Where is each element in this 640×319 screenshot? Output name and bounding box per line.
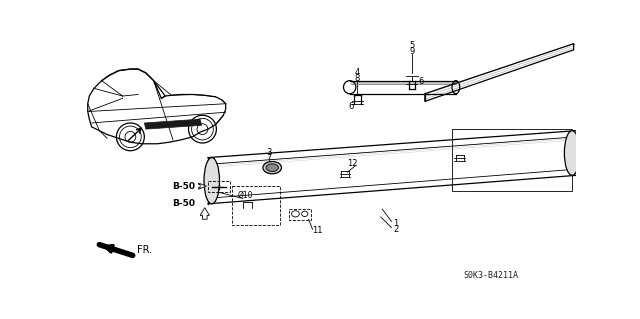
Text: B-50: B-50 bbox=[172, 199, 195, 208]
Text: FR.: FR. bbox=[136, 245, 152, 255]
Text: 9: 9 bbox=[409, 47, 414, 56]
Text: 8: 8 bbox=[355, 74, 360, 83]
Text: 4: 4 bbox=[355, 69, 360, 78]
Ellipse shape bbox=[204, 158, 220, 204]
Ellipse shape bbox=[266, 164, 278, 172]
Text: B-50: B-50 bbox=[172, 182, 195, 191]
Text: 12: 12 bbox=[347, 159, 358, 168]
Polygon shape bbox=[200, 208, 209, 219]
Text: Ø10: Ø10 bbox=[238, 191, 253, 200]
Text: 6: 6 bbox=[418, 77, 423, 86]
Text: S0K3-B4211A: S0K3-B4211A bbox=[463, 271, 518, 280]
Text: 7: 7 bbox=[266, 153, 272, 162]
Text: 1: 1 bbox=[393, 219, 398, 227]
Polygon shape bbox=[145, 119, 202, 129]
Ellipse shape bbox=[263, 161, 282, 174]
Text: 3: 3 bbox=[266, 148, 272, 157]
Text: 2: 2 bbox=[393, 225, 398, 234]
Text: 6: 6 bbox=[349, 101, 354, 111]
Polygon shape bbox=[198, 183, 206, 189]
Ellipse shape bbox=[564, 131, 580, 175]
Text: 5: 5 bbox=[409, 41, 414, 50]
Text: 11: 11 bbox=[312, 226, 323, 235]
